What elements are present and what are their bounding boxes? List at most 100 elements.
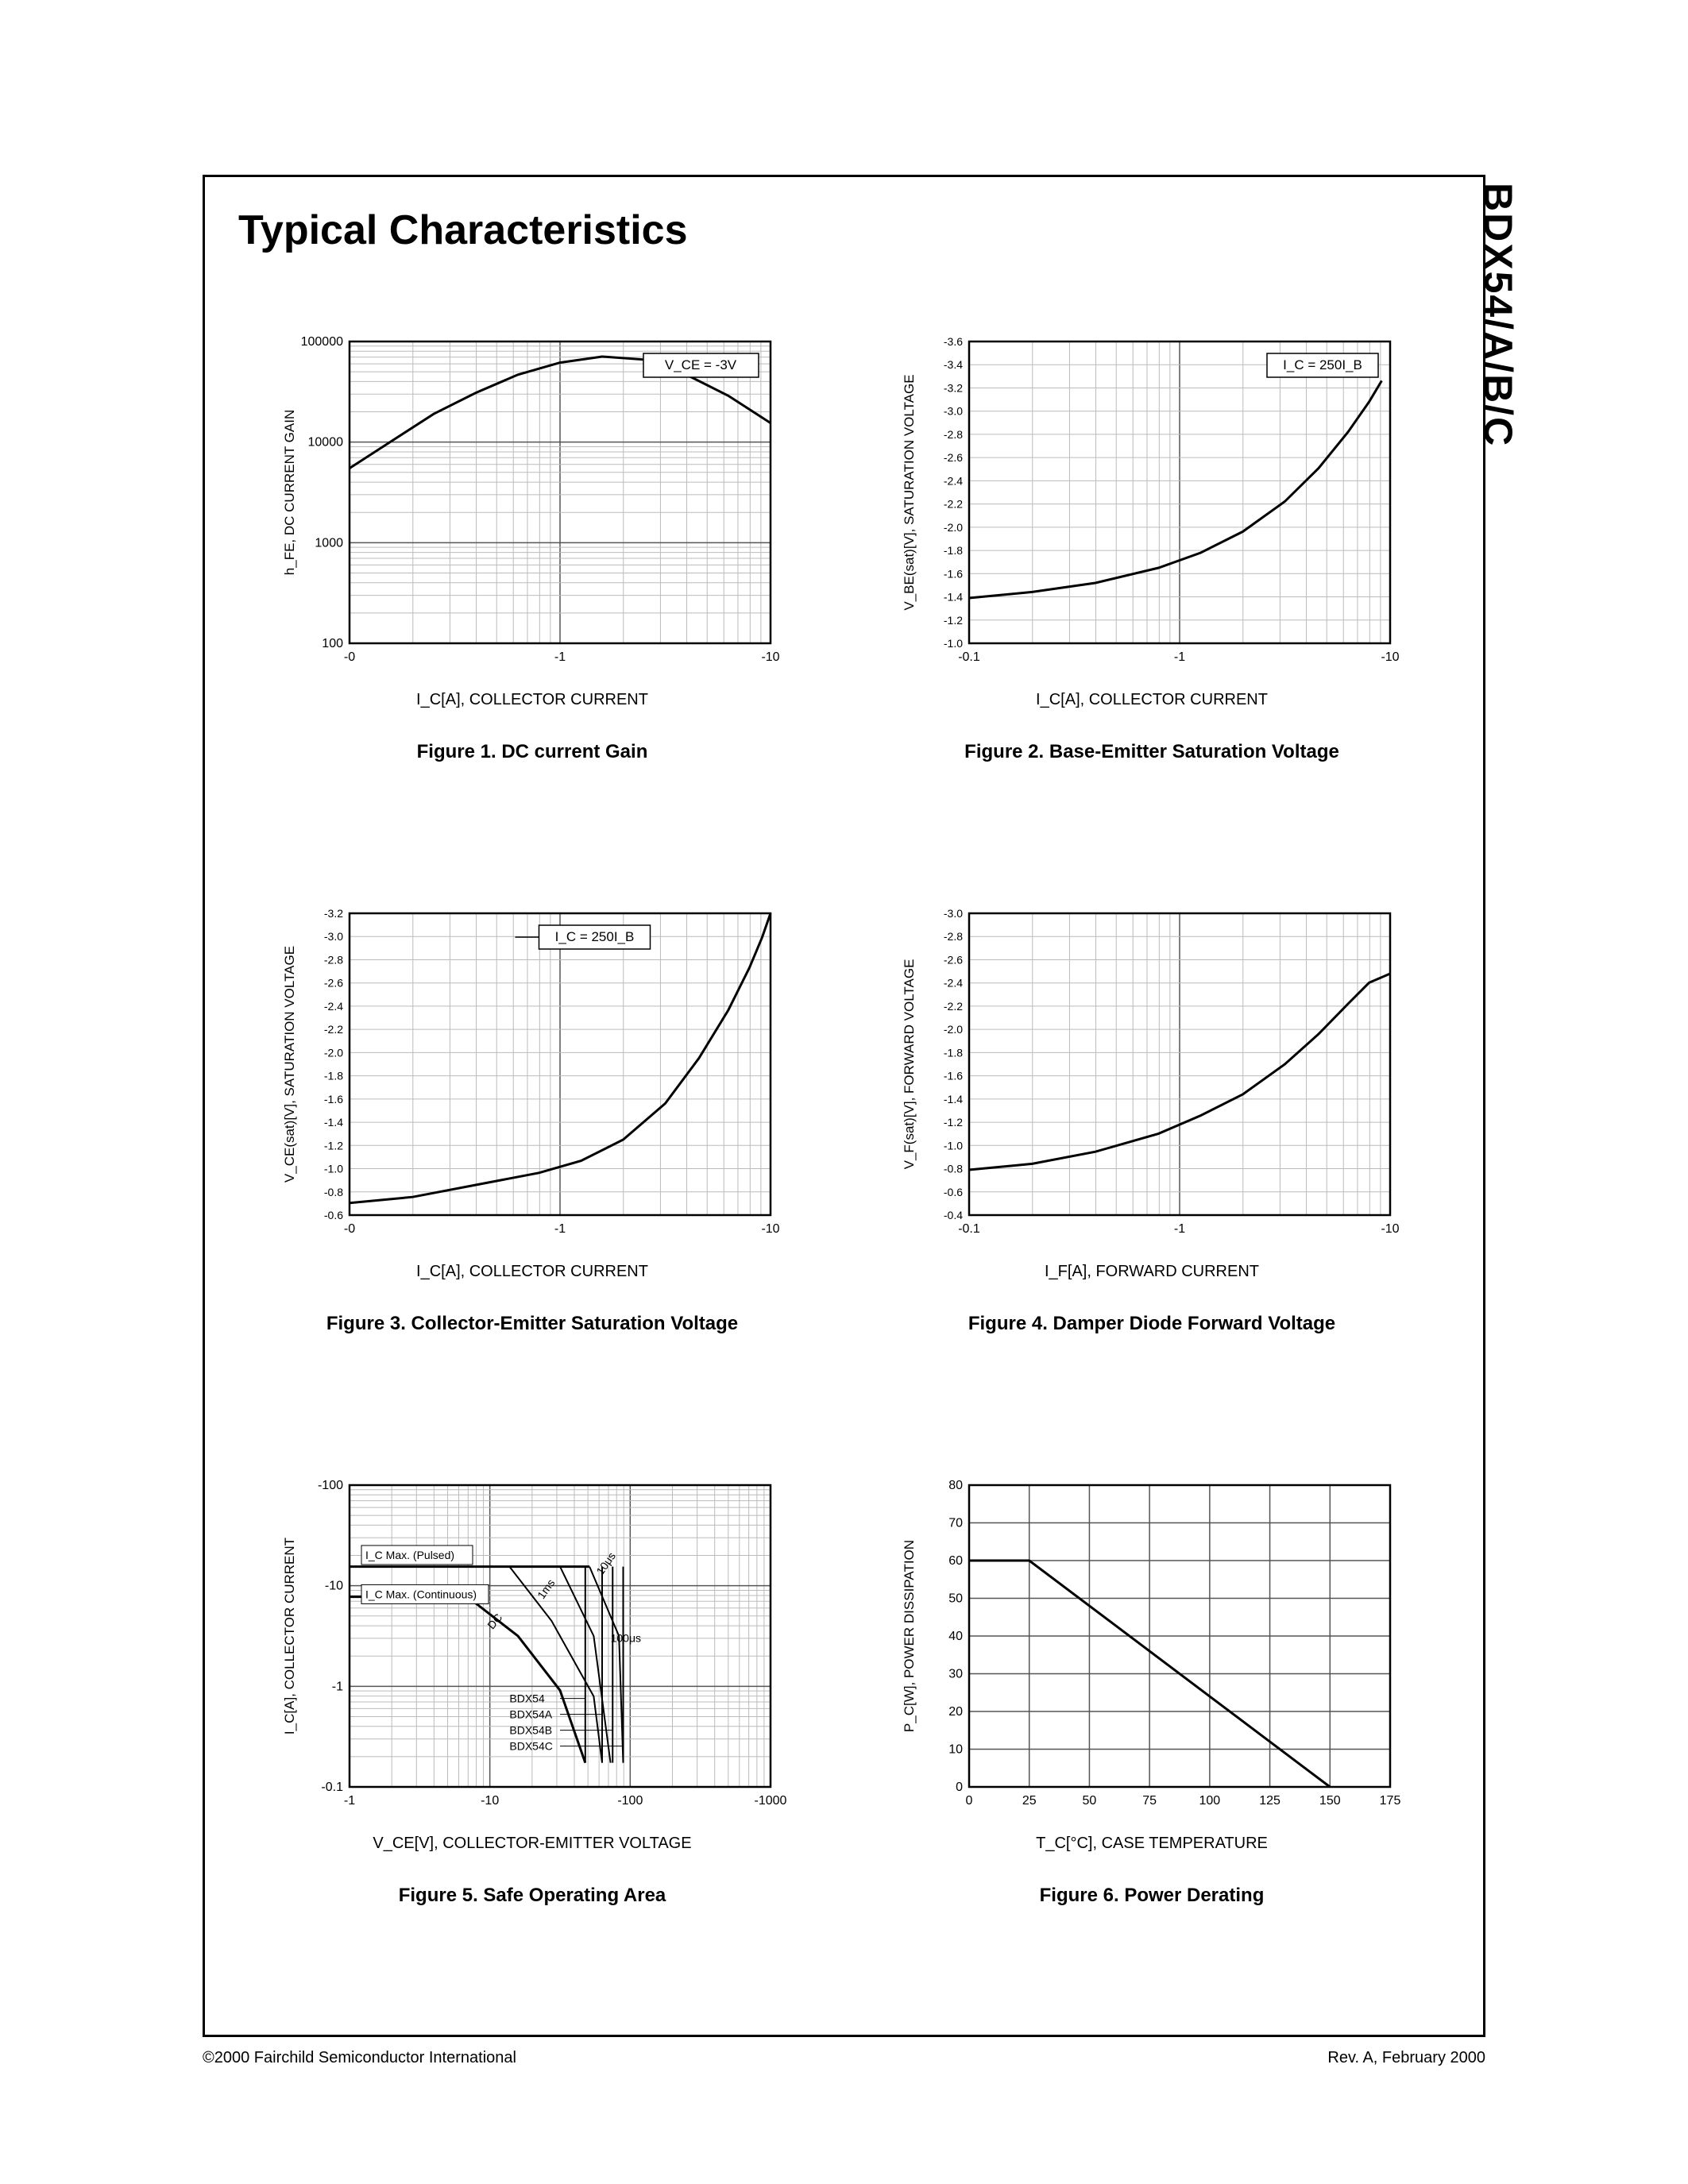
- svg-text:-2.6: -2.6: [944, 451, 963, 464]
- svg-text:-2.6: -2.6: [324, 977, 343, 990]
- page-title: Typical Characteristics: [238, 206, 688, 254]
- fig3-chart: V_CE(sat)[V], SATURATION VOLTAGE-0-1-10-…: [278, 897, 786, 1247]
- svg-text:-0.1: -0.1: [321, 1781, 343, 1794]
- svg-text:10000: 10000: [308, 436, 344, 450]
- svg-text:-3.0: -3.0: [944, 907, 963, 920]
- fig6-caption: Figure 6. Power Derating: [1040, 1885, 1265, 1907]
- fig4-xlabel: I_F[A], FORWARD CURRENT: [1045, 1263, 1259, 1281]
- svg-text:-2.4: -2.4: [944, 474, 963, 487]
- svg-text:-2.6: -2.6: [944, 953, 963, 966]
- svg-text:1000: 1000: [315, 536, 343, 550]
- svg-text:-10: -10: [1381, 650, 1399, 664]
- svg-text:100: 100: [1199, 1794, 1221, 1808]
- svg-text:-3.2: -3.2: [944, 381, 963, 394]
- svg-text:-0: -0: [344, 1222, 355, 1236]
- svg-text:-3.6: -3.6: [944, 335, 963, 348]
- svg-text:70: 70: [948, 1517, 963, 1530]
- svg-text:-1000: -1000: [755, 1794, 786, 1808]
- svg-text:-1.8: -1.8: [944, 1046, 963, 1059]
- svg-text:-2.2: -2.2: [944, 498, 963, 511]
- svg-text:-2.2: -2.2: [944, 1000, 963, 1013]
- svg-text:BDX54A: BDX54A: [509, 1708, 552, 1721]
- svg-text:-2.8: -2.8: [324, 953, 343, 966]
- fig5-caption: Figure 5. Safe Operating Area: [399, 1885, 666, 1907]
- svg-text:P_C[W], POWER DISSIPATION: P_C[W], POWER DISSIPATION: [902, 1540, 917, 1732]
- svg-text:-1.0: -1.0: [944, 637, 963, 650]
- svg-text:100: 100: [322, 637, 343, 650]
- svg-text:-0: -0: [344, 650, 355, 664]
- svg-text:-100: -100: [617, 1794, 643, 1808]
- svg-text:0: 0: [966, 1794, 973, 1808]
- fig6-chart: P_C[W], POWER DISSIPATION 0 25 50 75 100 125 15…: [898, 1469, 1406, 1819]
- svg-text:25: 25: [1022, 1794, 1037, 1808]
- svg-text:150: 150: [1319, 1794, 1341, 1808]
- svg-text:-3.4: -3.4: [944, 358, 963, 371]
- svg-text:-0.6: -0.6: [944, 1186, 963, 1198]
- svg-text:-0.8: -0.8: [944, 1163, 963, 1175]
- fig2-xlabel: I_C[A], COLLECTOR CURRENT: [1036, 691, 1268, 709]
- svg-text:100μs: 100μs: [611, 1632, 641, 1645]
- part-number-sidebar: BDX54/A/B/C: [1475, 183, 1521, 447]
- svg-text:-10: -10: [761, 650, 779, 664]
- svg-text:-1.6: -1.6: [944, 1070, 963, 1082]
- chart-cell-fig4: V_F(sat)[V], FORWARD VOLTAGE-0.1-1-10-3.…: [842, 889, 1462, 1461]
- svg-text:30: 30: [948, 1668, 963, 1681]
- chart-cell-fig5: I_C[A], COLLECTOR CURRENT-1-10-100-1000-…: [222, 1461, 842, 2033]
- svg-text:50: 50: [948, 1592, 963, 1606]
- svg-text:-100: -100: [318, 1479, 343, 1492]
- svg-text:I_C = 250I_B: I_C = 250I_B: [555, 929, 635, 944]
- fig1-caption: Figure 1. DC current Gain: [417, 741, 648, 763]
- svg-text:h_FE, DC CURRENT GAIN: h_FE, DC CURRENT GAIN: [282, 410, 297, 575]
- svg-text:-0.8: -0.8: [324, 1186, 343, 1198]
- svg-text:50: 50: [1083, 1794, 1097, 1808]
- svg-text:-1.0: -1.0: [324, 1163, 343, 1175]
- svg-text:-10: -10: [481, 1794, 499, 1808]
- chart-cell-fig3: V_CE(sat)[V], SATURATION VOLTAGE-0-1-10-…: [222, 889, 842, 1461]
- svg-text:-3.0: -3.0: [324, 930, 343, 943]
- fig5-xlabel: V_CE[V], COLLECTOR-EMITTER VOLTAGE: [373, 1835, 691, 1853]
- svg-text:-1.2: -1.2: [944, 1116, 963, 1129]
- svg-text:100000: 100000: [301, 335, 343, 349]
- svg-text:10μs: 10μs: [593, 1549, 618, 1576]
- svg-text:1ms: 1ms: [535, 1576, 557, 1601]
- svg-text:DC: DC: [485, 1611, 504, 1632]
- svg-text:-2.2: -2.2: [324, 1023, 343, 1036]
- svg-text:-2.4: -2.4: [324, 1000, 343, 1013]
- svg-text:-2.0: -2.0: [324, 1046, 343, 1059]
- svg-text:-0.1: -0.1: [958, 1222, 980, 1236]
- svg-text:-2.0: -2.0: [944, 1023, 963, 1036]
- svg-text:-2.8: -2.8: [944, 428, 963, 441]
- svg-text:-1.4: -1.4: [324, 1116, 343, 1129]
- svg-text:40: 40: [948, 1630, 963, 1643]
- svg-text:-1.8: -1.8: [944, 544, 963, 557]
- fig1-chart: h_FE, DC CURRENT GAIN -0 -1 -10 100 1000 10000…: [278, 326, 786, 675]
- svg-text:-1: -1: [554, 1222, 566, 1236]
- svg-text:-10: -10: [1381, 1222, 1399, 1236]
- fig1-xlabel: I_C[A], COLLECTOR CURRENT: [416, 691, 648, 709]
- svg-text:-0.1: -0.1: [958, 650, 980, 664]
- svg-text:125: 125: [1259, 1794, 1280, 1808]
- svg-text:BDX54C: BDX54C: [509, 1740, 552, 1753]
- svg-text:V_BE(sat)[V], SATURATION VOLTA: V_BE(sat)[V], SATURATION VOLTAGE: [902, 374, 917, 610]
- svg-text:-1.4: -1.4: [944, 591, 963, 604]
- svg-text:-1.8: -1.8: [324, 1070, 343, 1082]
- svg-text:175: 175: [1380, 1794, 1401, 1808]
- svg-text:-2.4: -2.4: [944, 977, 963, 990]
- svg-text:BDX54: BDX54: [509, 1692, 545, 1705]
- svg-text:-1: -1: [554, 650, 566, 664]
- svg-text:-10: -10: [761, 1222, 779, 1236]
- fig3-caption: Figure 3. Collector-Emitter Saturation V…: [326, 1313, 738, 1335]
- svg-text:I_C = 250I_B: I_C = 250I_B: [1283, 357, 1362, 372]
- svg-text:-1: -1: [332, 1680, 343, 1693]
- svg-text:I_C Max. (Continuous): I_C Max. (Continuous): [365, 1588, 477, 1600]
- fig5-chart: I_C[A], COLLECTOR CURRENT-1-10-100-1000-…: [278, 1469, 786, 1819]
- svg-text:-0.4: -0.4: [944, 1209, 963, 1221]
- svg-text:-1.6: -1.6: [944, 567, 963, 580]
- fig2-caption: Figure 2. Base-Emitter Saturation Voltag…: [964, 741, 1339, 763]
- svg-text:-1.2: -1.2: [944, 614, 963, 627]
- fig3-xlabel: I_C[A], COLLECTOR CURRENT: [416, 1263, 648, 1281]
- fig4-caption: Figure 4. Damper Diode Forward Voltage: [968, 1313, 1335, 1335]
- svg-text:75: 75: [1142, 1794, 1157, 1808]
- svg-text:-1.2: -1.2: [324, 1139, 343, 1152]
- svg-text:-1.4: -1.4: [944, 1093, 963, 1106]
